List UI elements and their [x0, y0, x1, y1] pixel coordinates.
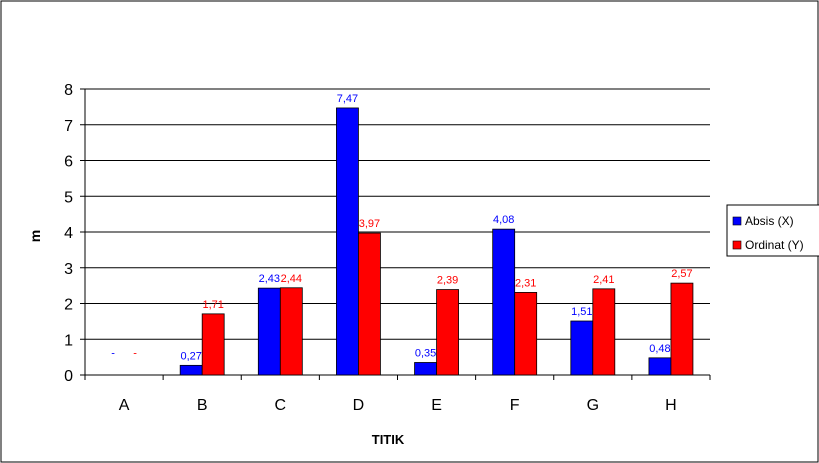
- data-label-absis: 7,47: [337, 93, 358, 105]
- x-tick-label: E: [431, 397, 442, 414]
- bar-absis: [257, 287, 281, 376]
- data-label-absis: 0,27: [180, 350, 201, 362]
- y-tick-label: 2: [64, 297, 73, 314]
- y-tick-label: 6: [64, 154, 73, 171]
- data-label-absis: 0,48: [649, 343, 670, 355]
- data-label-ordinat: 2,57: [671, 268, 692, 280]
- y-tick-label: 8: [64, 82, 73, 99]
- bar-ordinat: [279, 287, 303, 376]
- x-tick-label: B: [197, 397, 208, 414]
- legend-swatch-ordinat: [732, 240, 742, 250]
- legend-swatch-absis: [732, 216, 742, 226]
- x-tick-label: C: [275, 397, 287, 414]
- x-axis-title: TITIK: [372, 432, 405, 447]
- data-label-ordinat: 2,39: [437, 275, 458, 287]
- data-labels: - - 0,27 1,71 2,43 2,44 7,47 3,97 0,35 2,39 4,08 2,…: [111, 93, 692, 362]
- bar-absis: [570, 320, 594, 376]
- data-label-ordinat: -: [133, 347, 137, 359]
- bar-absis: [492, 228, 516, 376]
- bar-ordinat: [592, 288, 616, 376]
- bar-ordinat: [670, 282, 694, 376]
- data-label-absis: 4,08: [493, 214, 514, 226]
- legend-label-absis: Absis (X): [745, 214, 794, 228]
- bar-absis: [336, 107, 359, 376]
- data-label-absis: 1,51: [571, 306, 592, 318]
- data-label-absis: 0,35: [415, 347, 436, 359]
- bars: [179, 107, 694, 376]
- bar-ordinat: [514, 292, 538, 376]
- data-label-ordinat: 3,97: [359, 218, 380, 230]
- y-tick-label: 4: [64, 225, 73, 242]
- bar-absis: [648, 357, 672, 376]
- y-tick-label: 1: [64, 332, 73, 349]
- data-label-ordinat: 1,71: [202, 299, 223, 311]
- x-tick-label: A: [119, 397, 130, 414]
- bar-ordinat: [358, 232, 381, 376]
- y-tick-label: 3: [64, 261, 73, 278]
- y-tick-label: 5: [64, 189, 73, 206]
- data-label-ordinat: 2,41: [593, 274, 614, 286]
- x-tick-label: F: [510, 397, 520, 414]
- legend: Absis (X) Ordinat (Y): [726, 204, 819, 257]
- data-label-ordinat: 2,44: [281, 273, 302, 285]
- x-tick-label: H: [665, 397, 677, 414]
- bar-ordinat: [436, 289, 459, 376]
- data-label-absis: 2,43: [259, 273, 280, 285]
- bar-ordinat: [201, 313, 225, 376]
- data-label-ordinat: 2,31: [515, 277, 536, 289]
- legend-label-ordinat: Ordinat (Y): [745, 238, 804, 252]
- y-tick-label: 0: [64, 368, 73, 385]
- legend-box: [726, 204, 819, 257]
- bar-absis: [414, 362, 437, 376]
- x-tick-label: G: [587, 397, 599, 414]
- y-axis-title: m: [27, 230, 43, 242]
- data-label-absis: -: [111, 347, 115, 359]
- y-tick-label: 7: [64, 118, 73, 135]
- x-tick-label: D: [353, 397, 365, 414]
- bar-absis: [179, 364, 203, 376]
